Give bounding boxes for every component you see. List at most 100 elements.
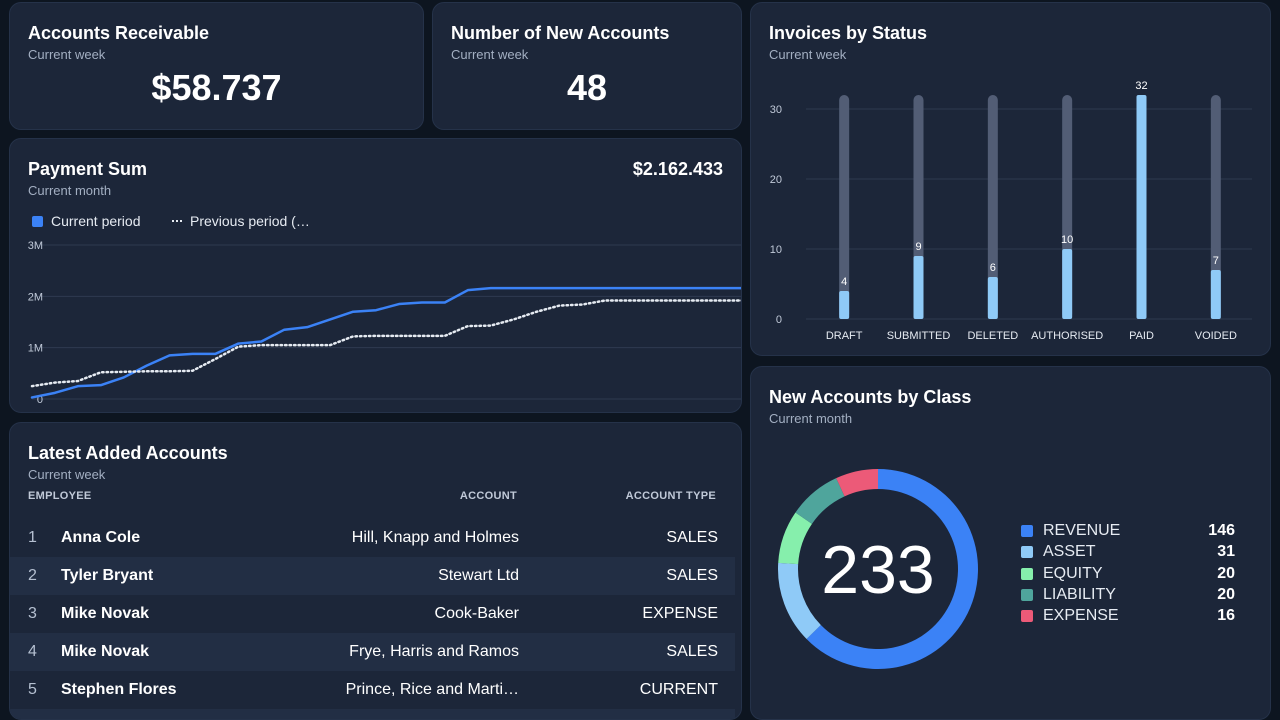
bar [987, 277, 998, 319]
x-tick-label: DRAFT [826, 330, 863, 342]
legend-value: 20 [1217, 564, 1235, 582]
row-account: Hill, Knapp and Holmes [351, 529, 519, 546]
bar-track [987, 95, 998, 319]
bar-value-label: 9 [915, 241, 921, 253]
payment-sum-chart: 0 1M 2M 3M [28, 240, 741, 406]
legend-previous-swatch [172, 220, 182, 222]
series-line-current [30, 286, 741, 399]
bar-value-label: 7 [1213, 255, 1219, 267]
column-header-employee[interactable]: EMPLOYEE [28, 490, 92, 502]
y-tick-label: 0 [776, 314, 782, 326]
legend-swatch [1021, 567, 1033, 580]
legend-previous[interactable]: Previous period (… [172, 213, 310, 229]
new-accounts-card: Number of New Accounts Current week 48 [432, 2, 742, 130]
row-account-type: SALES [666, 643, 718, 660]
bar-value-label: 4 [841, 276, 847, 288]
legend-swatch [1021, 588, 1033, 601]
donut-slice-asset [778, 562, 821, 639]
y-tick-label: 20 [770, 174, 782, 186]
accounts-receivable-value: $58.737 [151, 67, 282, 108]
y-tick-label: 2M [28, 291, 43, 303]
card-subtitle: Current week [451, 47, 529, 62]
card-title: Invoices by Status [769, 23, 928, 43]
legend-item-equity[interactable]: EQUITY 20 [1021, 564, 1235, 585]
series-line-previous [30, 299, 741, 388]
table-row[interactable]: 4 Mike Novak Frye, Harris and Ramos SALE… [10, 633, 735, 671]
legend-current-label: Current period [51, 213, 141, 229]
row-account: Stewart Ltd [438, 567, 519, 584]
y-tick-label: 0 [37, 394, 43, 406]
new-accounts-value: 48 [566, 67, 608, 108]
row-account: Frye, Harris and Ramos [349, 643, 519, 660]
row-account-type: EXPENSE [642, 605, 718, 622]
card-title: Accounts Receivable [28, 23, 210, 43]
row-index: 3 [28, 605, 37, 622]
column-header-account-type[interactable]: ACCOUNT TYPE [625, 490, 716, 502]
legend-item-liability[interactable]: LIABILITY 20 [1021, 585, 1235, 606]
y-tick-label: 3M [28, 240, 43, 252]
card-subtitle: Current week [28, 467, 106, 482]
bar-track [1210, 95, 1221, 319]
legend-current-swatch [32, 215, 43, 227]
row-employee: Tyler Bryant [61, 567, 154, 584]
x-tick-label: VOIDED [1195, 330, 1237, 342]
bar-value-label: 10 [1061, 234, 1073, 246]
invoices-by-status-card: Invoices by Status Current week 0 10 20 30 4… [750, 2, 1271, 356]
y-tick-label: 30 [770, 104, 782, 116]
legend-value: 31 [1217, 543, 1235, 561]
latest-accounts-card: Latest Added Accounts Current week EMPLO… [9, 422, 742, 720]
card-title: Latest Added Accounts [28, 443, 228, 463]
donut-slice-liability [795, 478, 845, 524]
bar [1062, 249, 1073, 319]
bar [839, 291, 850, 319]
table-row[interactable]: 1 Anna Cole Hill, Knapp and Holmes SALES [10, 519, 735, 557]
accounts-donut-chart: 233 [778, 469, 978, 669]
legend-value: 146 [1208, 522, 1235, 539]
accounts-receivable-card: Accounts Receivable Current week $58.737 [9, 2, 424, 130]
donut-slice-revenue [806, 469, 978, 669]
legend-swatch [1021, 525, 1033, 537]
legend-swatch [1021, 546, 1033, 559]
table-row-partial [10, 709, 735, 719]
row-account: Cook-Baker [434, 605, 519, 622]
table-row[interactable]: 2 Tyler Bryant Stewart Ltd SALES [10, 557, 735, 595]
row-employee: Anna Cole [61, 529, 141, 546]
payment-sum-card: Payment Sum Current month $2.162.433 Cur… [9, 138, 742, 413]
x-tick-label: AUTHORISED [1031, 330, 1103, 342]
table-row[interactable]: 5 Stephen Flores Prince, Rice and Marti…… [10, 671, 735, 709]
bar-value-label: 32 [1135, 80, 1147, 92]
legend-label: EQUITY [1043, 564, 1103, 582]
donut-slice-equity [778, 512, 812, 565]
row-index: 1 [28, 529, 37, 546]
card-subtitle: Current month [28, 183, 112, 198]
column-header-account[interactable]: ACCOUNT [459, 490, 517, 502]
card-title: Number of New Accounts [451, 23, 670, 43]
row-employee: Mike Novak [61, 605, 150, 622]
legend-item-revenue[interactable]: REVENUE 146 [1021, 521, 1235, 542]
bar [913, 256, 924, 319]
row-account-type: SALES [666, 529, 718, 546]
bar [1136, 95, 1147, 319]
bar-track [839, 95, 850, 319]
x-tick-label: PAID [1129, 330, 1154, 342]
card-title: Payment Sum [28, 159, 148, 179]
row-index: 2 [28, 567, 37, 584]
legend-item-expense[interactable]: EXPENSE 16 [1021, 606, 1235, 627]
row-account-type: SALES [666, 567, 718, 584]
legend-item-asset[interactable]: ASSET 31 [1021, 542, 1235, 563]
legend-label: LIABILITY [1043, 585, 1116, 603]
payment-sum-total: $2.162.433 [632, 159, 723, 179]
row-account-type: CURRENT [639, 681, 718, 698]
legend-previous-label: Previous period (… [190, 213, 310, 229]
x-tick-label: DELETED [967, 330, 1018, 342]
legend-label: EXPENSE [1043, 607, 1119, 625]
card-subtitle: Current week [769, 47, 847, 62]
donut-total-label: 233 [821, 532, 934, 608]
row-index: 5 [28, 681, 37, 698]
x-tick-label: SUBMITTED [887, 330, 951, 342]
row-employee: Stephen Flores [61, 681, 177, 698]
legend-value: 20 [1217, 585, 1235, 603]
legend-current[interactable]: Current period [32, 213, 141, 229]
table-row[interactable]: 3 Mike Novak Cook-Baker EXPENSE [10, 595, 735, 633]
y-tick-label: 10 [770, 244, 782, 256]
